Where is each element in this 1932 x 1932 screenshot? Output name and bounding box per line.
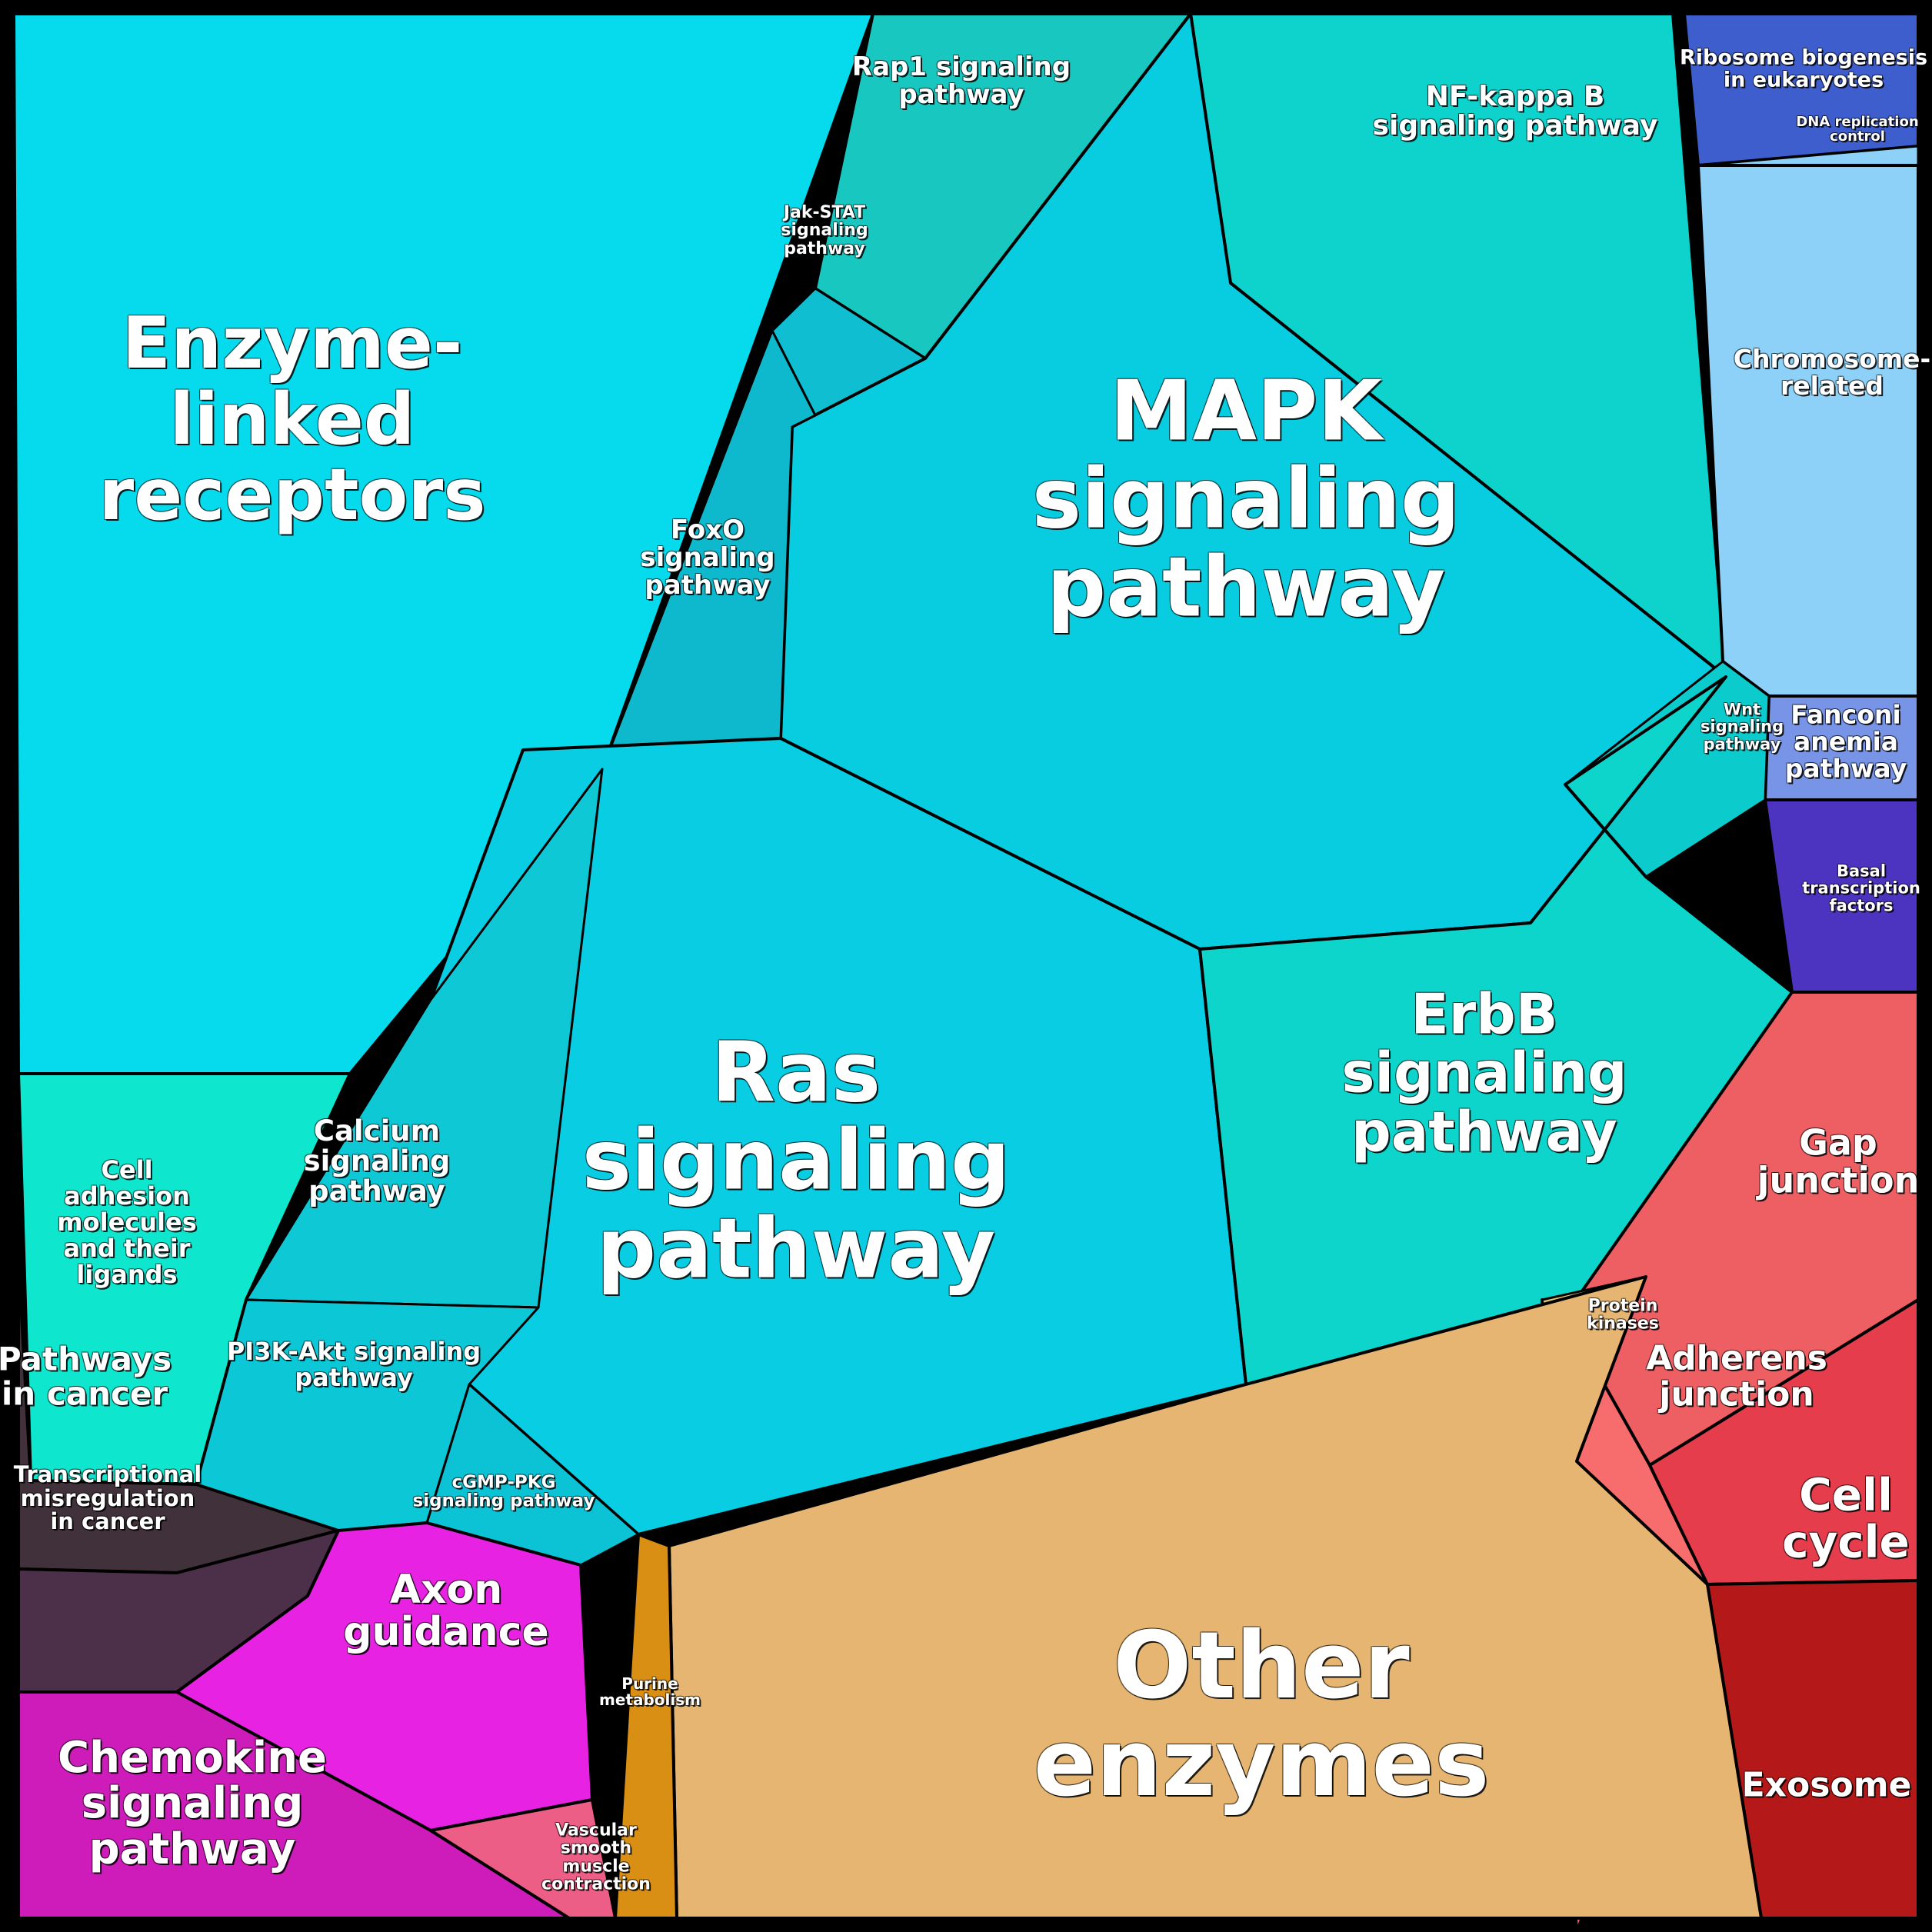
treemap-cell-cell-adhesion-molecules-and-their-ligands[interactable]: [17, 1072, 351, 1486]
cells-group: [12, 12, 1920, 1932]
treemap-cell-purine-metabolism[interactable]: [614, 1533, 678, 1920]
treemap-cell-ribosome-biogenesis-in-eukaryotes[interactable]: [1683, 12, 1920, 167]
treemap-cell-wnt-signaling-pathway[interactable]: [1564, 660, 1770, 878]
treemap-cell-chromosome-related[interactable]: [1697, 164, 1920, 698]
treemap-cell-fanconi-anemia-pathway[interactable]: [1764, 695, 1920, 801]
treemap-cell-basal-transcription-factors[interactable]: [1764, 798, 1920, 994]
treemap-cell-vascular-smooth-muscle-contraction[interactable]: [429, 1798, 617, 1920]
